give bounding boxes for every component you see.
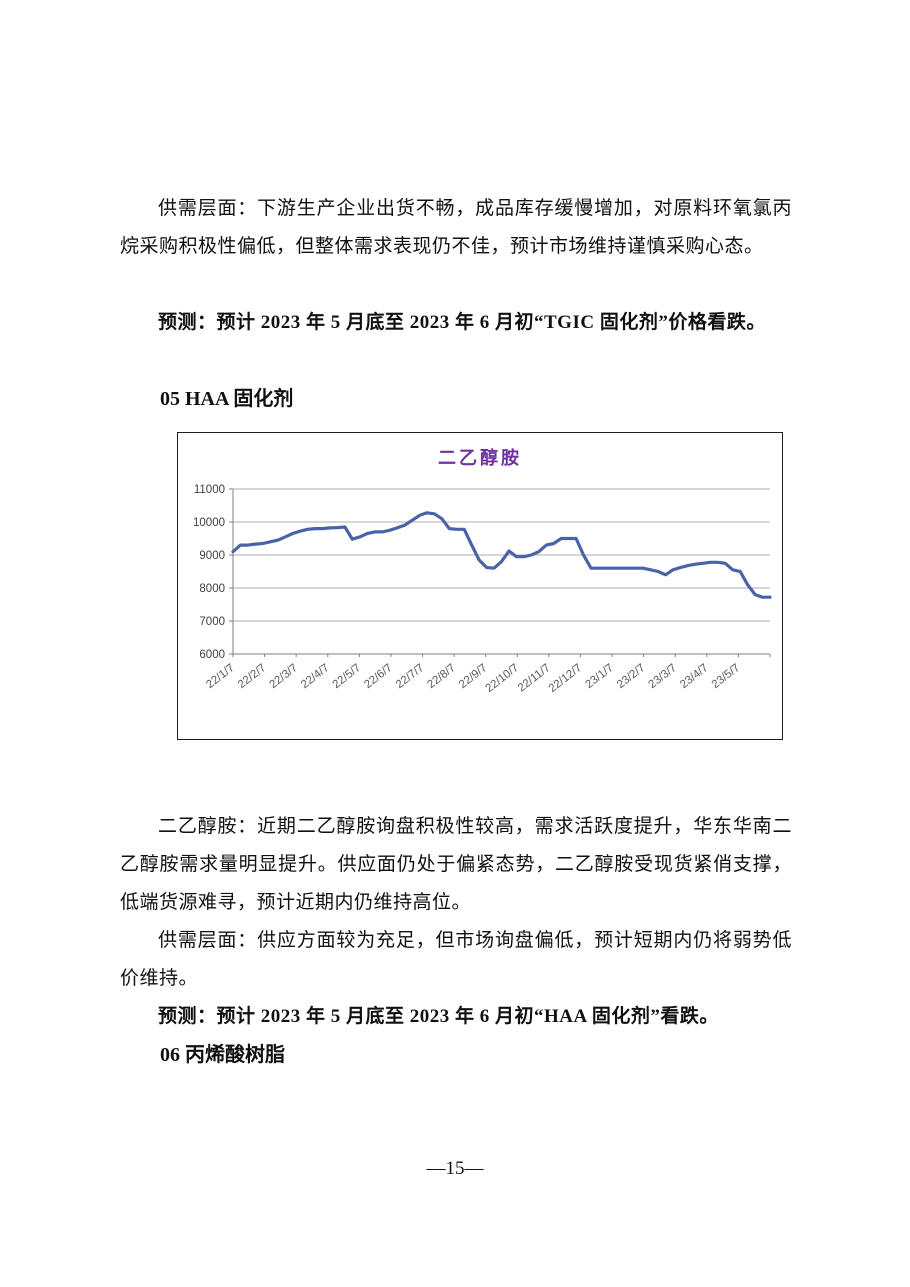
x-tick-label: 22/1/7: [204, 662, 237, 691]
x-tick-label: 22/12/7: [547, 662, 585, 695]
paragraph-supply-demand-tgic: 供需层面：下游生产企业出货不畅，成品库存缓慢增加，对原料环氧氯丙烷采购积极性偏低…: [120, 198, 792, 257]
chart-title: 二乙醇胺: [438, 448, 522, 468]
y-tick-label: 8000: [199, 583, 225, 595]
x-tick-label: 22/3/7: [267, 662, 300, 691]
x-tick-label: 23/2/7: [615, 662, 648, 691]
section-heading-05-haa: 05 HAA 固化剂: [160, 388, 294, 410]
x-tick-label: 22/10/7: [484, 662, 522, 695]
y-tick-label: 9000: [199, 550, 225, 562]
x-tick-label: 23/1/7: [583, 662, 616, 691]
x-tick-label: 22/6/7: [362, 662, 395, 691]
page-number: —15—: [426, 1158, 484, 1179]
x-tick-label: 22/2/7: [236, 662, 269, 691]
y-tick-label: 11000: [194, 484, 225, 496]
paragraph-diethanolamine: 二乙醇胺：近期二乙醇胺询盘积极性较高，需求活跃度提升，华东华南二乙醇胺需求量明显…: [120, 816, 792, 913]
x-tick-label: 22/7/7: [394, 662, 427, 691]
y-tick-label: 7000: [199, 616, 225, 628]
x-tick-label: 22/11/7: [516, 662, 553, 695]
price-series-line: [231, 511, 772, 599]
line-chart-svg: 1100010000900080007000600022/1/722/2/722…: [193, 484, 772, 695]
paragraph-supply-demand-haa: 供需层面：供应方面较为充足，但市场询盘偏低，预计短期内仍将弱势低价维持。: [120, 930, 792, 989]
x-tick-label: 23/5/7: [710, 662, 743, 691]
y-tick-label: 10000: [193, 517, 225, 529]
x-tick-label: 22/8/7: [425, 662, 458, 691]
y-tick-label: 6000: [199, 649, 225, 661]
price-chart: 二乙醇胺 11000 10000 9000 8000 7000 6000 22/1/7 22/…: [177, 432, 783, 740]
x-tick-label: 22/4/7: [299, 662, 332, 691]
x-tick-label: 22/5/7: [331, 662, 364, 691]
x-tick-label: 23/3/7: [646, 662, 679, 691]
x-tick-label: 23/4/7: [678, 662, 711, 691]
section-heading-06-acrylic: 06 丙烯酸树脂: [160, 1044, 285, 1066]
paragraph-forecast-haa: 预测：预计 2023 年 5 月底至 2023 年 6 月初“HAA 固化剂”看…: [158, 1006, 719, 1027]
paragraph-forecast-tgic: 预测：预计 2023 年 5 月底至 2023 年 6 月初“TGIC 固化剂”…: [158, 312, 766, 333]
